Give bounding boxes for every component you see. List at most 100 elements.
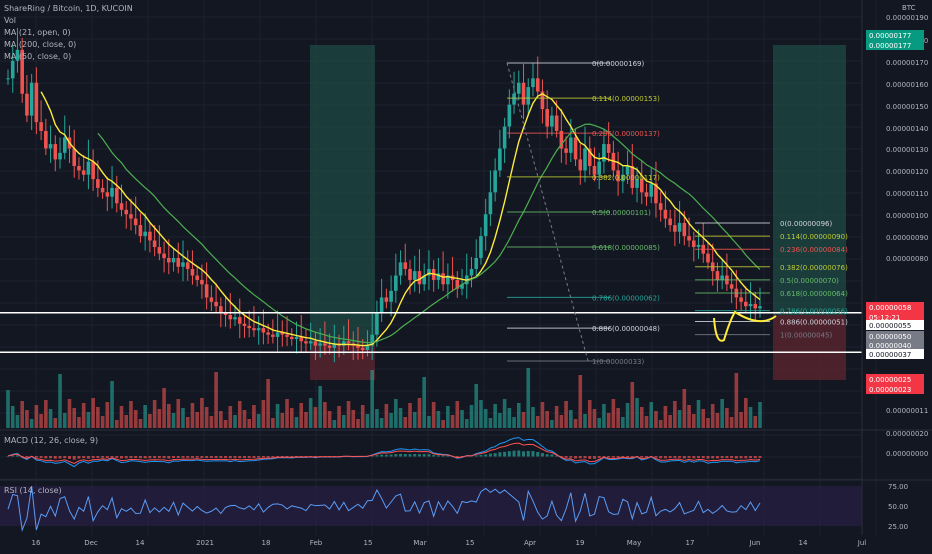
volume-bar <box>379 418 384 428</box>
volume-bar <box>450 415 455 428</box>
volume-bar <box>696 400 701 428</box>
macd-histogram-bar <box>744 456 748 459</box>
volume-bar <box>299 403 304 428</box>
macd-histogram-bar <box>569 456 573 458</box>
time-axis-label: Feb <box>310 539 323 547</box>
macd-histogram-bar <box>753 456 757 459</box>
volume-bar <box>34 405 39 428</box>
macd-histogram-bar <box>58 456 62 459</box>
candle-body <box>261 328 266 333</box>
candle-body <box>129 214 133 219</box>
macd-histogram-bar <box>124 456 128 459</box>
candle-body <box>573 137 578 160</box>
volume-bar <box>219 411 223 428</box>
candle-body <box>233 317 237 320</box>
macd-histogram-bar <box>545 454 549 457</box>
candle-body <box>167 258 171 263</box>
fib-left-level-label: 0.382(0.00000117) <box>592 174 660 182</box>
candle-body <box>237 317 242 324</box>
candle-body <box>677 222 682 232</box>
macd-histogram-bar <box>101 456 105 458</box>
rsi-legend: RSI (14, close) <box>4 486 62 495</box>
macd-histogram-bar <box>592 456 596 459</box>
candle-body <box>332 343 337 348</box>
rsi-axis-label: 75.00 <box>888 483 908 491</box>
candle-body <box>412 271 417 280</box>
candle-body <box>512 93 516 105</box>
candle-body <box>516 82 521 94</box>
macd-histogram-bar <box>564 456 568 458</box>
volume-bar <box>157 409 162 428</box>
price-badge <box>866 40 924 50</box>
macd-histogram-bar <box>96 456 100 459</box>
price-badge <box>866 384 924 394</box>
volume-bar <box>436 411 441 428</box>
macd-histogram-bar <box>479 454 483 457</box>
macd-histogram-bar <box>574 456 578 459</box>
volume-bar <box>77 417 81 428</box>
fib-left-level-label: 0(0.00000169) <box>592 60 644 68</box>
volume-bar <box>535 416 540 428</box>
candle-body <box>668 218 672 226</box>
macd-histogram-bar <box>644 456 648 458</box>
volume-bar <box>398 408 403 428</box>
time-axis-label: 15 <box>466 539 475 547</box>
macd-histogram-bar <box>181 456 185 458</box>
volume-bar <box>422 377 427 428</box>
candle-body <box>53 144 58 160</box>
volume-bar <box>474 384 479 428</box>
candle-body <box>327 345 332 348</box>
macd-histogram-bar <box>436 455 440 457</box>
macd-histogram-bar <box>715 456 719 459</box>
price-badge <box>866 302 924 312</box>
macd-histogram-bar <box>413 453 417 457</box>
macd-histogram-bar <box>493 453 497 457</box>
macd-legend: MACD (12, 26, close, 9) <box>4 436 99 445</box>
volume-bar <box>682 389 687 428</box>
macd-histogram-bar <box>607 456 611 458</box>
time-axis-label: 14 <box>136 539 145 547</box>
candle-body <box>214 301 218 307</box>
macd-histogram-bar <box>238 456 242 459</box>
volume-bar <box>261 400 266 428</box>
candle-body <box>687 236 691 241</box>
volume-bar <box>748 407 753 428</box>
candle-body <box>34 82 39 123</box>
volume-bar <box>323 402 327 428</box>
volume-bar <box>209 416 214 428</box>
volume-bar <box>346 401 351 428</box>
macd-histogram-bar <box>153 456 157 459</box>
candle-body <box>119 203 124 210</box>
fib-right-level-label: 0.786(0.00000056) <box>780 308 848 316</box>
volume-bar <box>105 402 110 428</box>
ma21-legend: MA (21, open, 0) <box>4 28 71 37</box>
macd-histogram-bar <box>257 456 261 458</box>
candle-body <box>20 49 24 94</box>
volume-bar <box>72 408 77 428</box>
volume-bar <box>200 398 204 428</box>
volume-bar <box>616 408 620 428</box>
candle-body <box>502 126 507 149</box>
volume-bar <box>313 407 318 428</box>
macd-histogram-bar <box>583 456 587 459</box>
price-axis-currency: BTC <box>902 4 916 12</box>
macd-histogram-bar <box>531 451 535 457</box>
candle-body <box>739 297 743 302</box>
volume-bar <box>86 412 91 428</box>
time-axis-label: 2021 <box>196 539 214 547</box>
macd-histogram-bar <box>224 456 228 458</box>
volume-bar <box>455 401 460 428</box>
signal-line <box>7 442 761 464</box>
price-badge <box>866 312 924 322</box>
candle-body <box>398 262 403 276</box>
volume-bar <box>341 415 346 428</box>
macd-histogram-bar <box>484 454 488 457</box>
volume-bar <box>332 420 337 428</box>
fib-left-level-label: 0.618(0.00000085) <box>592 244 660 252</box>
macd-histogram-bar <box>706 456 710 459</box>
volume-bar <box>654 411 658 428</box>
price-axis-label: 0.00000100 <box>886 212 928 220</box>
candle-body <box>275 332 280 337</box>
